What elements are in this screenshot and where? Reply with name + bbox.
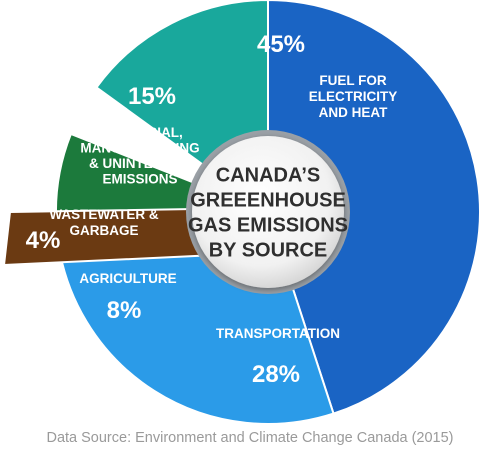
slices-group	[2, 0, 481, 425]
hub-disc	[192, 136, 344, 288]
slice-label-fuel-for-electricity-and-heat: FUEL FOR ELECTRICITY AND HEAT	[309, 73, 398, 120]
slice-label-transportation: TRANSPORTATION	[216, 326, 340, 341]
slice-label-agriculture: AGRICULTURE	[79, 271, 176, 286]
slice-labels-group: 45%FUEL FOR ELECTRICITY AND HEAT 28% TRANSPO…	[26, 31, 398, 388]
slice-value-fuel-for-electricity-and-heat: 45%	[257, 31, 305, 58]
slice-value-transportation: 28%	[252, 361, 300, 388]
data-source-note: Data Source: Environment and Climate Cha…	[46, 430, 454, 446]
slice-label-industrial-manufacturing-unintended-emissions: INDUSTRIAL, MANUFACTURING & UNINTENDED EMIS…	[80, 125, 199, 187]
slice-value-wastewater-garbage: 4%	[26, 227, 61, 254]
slice-value-industrial-manufacturing-unintended-emissions: 15%	[128, 83, 176, 110]
slice-value-agriculture: 8%	[107, 297, 142, 324]
slice-label-wastewater-garbage: WASTEWATER & GARBAGE	[49, 207, 158, 238]
center-hub: CANADA’S GREEENHOUSE GAS EMISSIONS BY SOURC…	[186, 130, 350, 294]
chart-title: CANADA’S GREEENHOUSE GAS EMISSIONS BY SOURC…	[188, 165, 348, 262]
center-title: CANADA’S GREEENHOUSE GAS EMISSIONS BY SOURC…	[188, 165, 348, 262]
